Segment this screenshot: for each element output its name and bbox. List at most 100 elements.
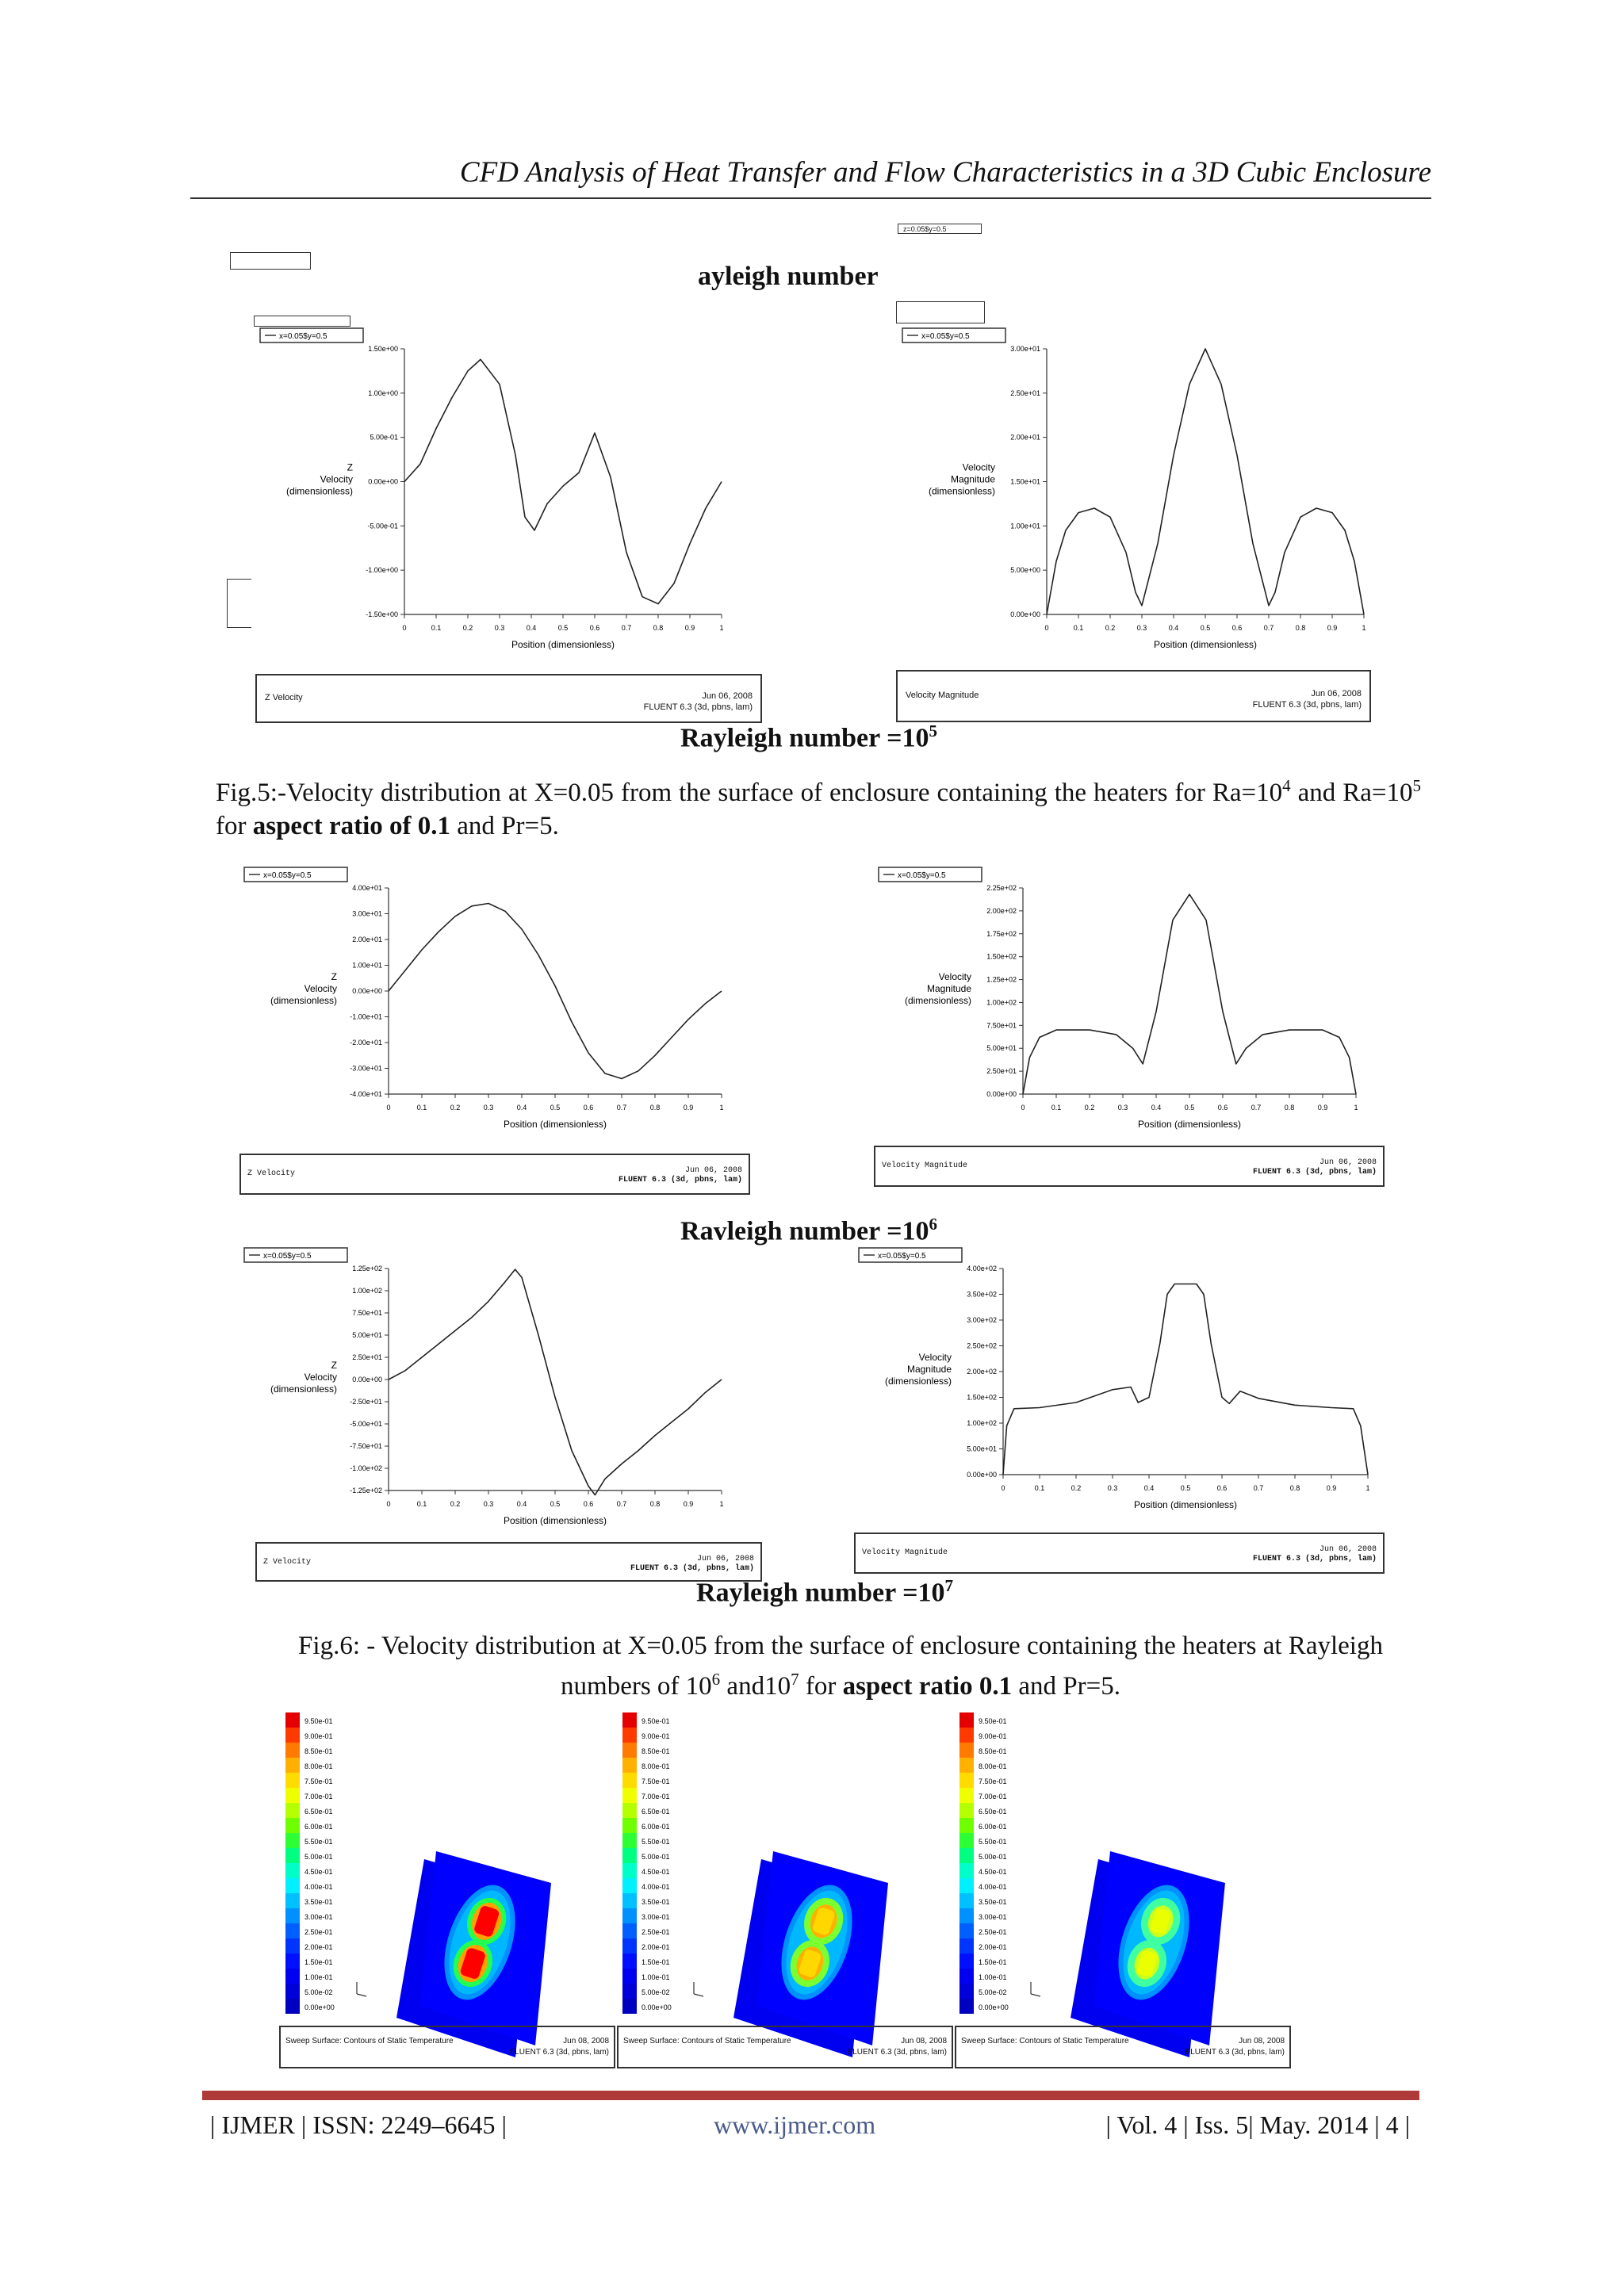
scale-swatch [622,1878,637,1893]
footer-center[interactable]: www.ijmer.com [714,2110,876,2139]
scale-label: 5.00e-02 [304,1988,333,1996]
x-tick-label: 0.3 [1137,624,1147,632]
scale-label: 2.00e-01 [642,1943,670,1951]
scale-label: 3.50e-01 [304,1898,333,1906]
x-tick-label: 0.7 [1251,1104,1262,1112]
scale-swatch [959,1969,974,1984]
scale-label: 6.00e-01 [979,1823,1007,1831]
scale-swatch [959,1938,974,1954]
scale-swatch [622,1999,637,2014]
scale-swatch [959,1923,974,1938]
scale-swatch [285,1863,300,1878]
x-tick-label: 0.3 [1118,1104,1128,1112]
y-tick-label: 0.00e+00 [967,1471,997,1479]
scale-label: 4.50e-01 [642,1868,670,1876]
fig5-left-infobox: Z Velocity Jun 06, 2008 FLUENT 6.3 (3d, … [255,674,762,723]
legend-label: x=0.05$y=0.5 [898,871,946,880]
y-tick-label: 2.00e+01 [1010,434,1040,442]
y-tick-label: 2.00e+01 [352,936,382,943]
scale-swatch [959,1893,974,1908]
color-scale: 9.50e-01 9.00e-01 8.50e-01 8.00e-01 7.50e-01… [285,1712,335,2014]
y-tick-label: 4.00e+02 [967,1265,997,1272]
y-tick-label: 1.50e+02 [986,953,1017,961]
y-tick-label: 7.50e+01 [352,1309,382,1317]
scale-label: 9.00e-01 [979,1732,1007,1740]
scale-swatch [285,1938,300,1954]
scale-label: 3.50e-01 [979,1898,1007,1906]
overlay-legend: z=0.05$y=0.5 [898,224,982,234]
y-tick-label: 7.50e+01 [986,1021,1017,1029]
scale-swatch [959,1848,974,1863]
scale-label: 0.00e+00 [642,2003,672,2011]
scale-swatch [285,1773,300,1788]
scale-swatch [285,1788,300,1803]
scale-label: 2.00e-01 [304,1943,333,1951]
y-tick-label: -1.00e+00 [366,566,398,574]
y-tick-label: 1.50e+02 [967,1394,997,1402]
fig5-left-chart: x=0.05$y=0.5 1.50e+00 1.00e+00 5.00e-01 0.00… [259,327,724,650]
legend-label: x=0.05$y=0.5 [921,332,970,341]
y-tick-label: 3.00e+02 [967,1316,997,1324]
scale-label: 1.00e-01 [304,1973,333,1981]
scale-swatch [622,1938,637,1954]
contour-infobox-2: Sweep Surface: Contours of Static Temper… [617,2026,953,2068]
scale-label: 6.00e-01 [304,1823,333,1831]
scale-label: 5.00e-01 [304,1853,333,1861]
scale-label: 1.00e-01 [642,1973,670,1981]
y-tick-label: 1.50e+00 [368,345,398,353]
fig6-caption: Fig.6: - Velocity distribution at X=0.05… [298,1632,1383,1701]
scale-swatch [959,1773,974,1788]
x-tick-label: 0.6 [1218,1104,1228,1112]
x-tick-label: 0.1 [1074,624,1084,632]
y-tick-label: 3.00e+01 [1010,345,1040,353]
y-axis-label: (dimensionless) [270,1383,337,1395]
scale-swatch [959,1863,974,1878]
legend: x=0.05$y=0.5 [243,867,348,882]
y-tick-label: -5.00e+01 [350,1420,382,1428]
x-tick-label: 0.1 [431,624,442,632]
legend-label: x=0.05$y=0.5 [878,1252,926,1261]
x-tick-label: 0.8 [650,1500,661,1508]
x-tick-label: 0.7 [1264,624,1274,632]
scale-swatch [622,1984,637,1999]
y-tick-label: 0.00e+00 [352,987,382,995]
scale-label: 5.00e-01 [979,1853,1007,1861]
scale-swatch [285,1833,300,1848]
ra6-left-infobox: Z Velocity Jun 06, 2008 FLUENT 6.3 (3d, … [239,1154,750,1195]
fig5-rayleigh-label: Rayleigh number =105 [680,721,937,753]
header-title: CFD Analysis of Heat Transfer and Flow C… [459,156,1431,189]
x-axis-label: Position (dimensionless) [511,639,615,650]
scale-swatch [959,1954,974,1969]
scale-swatch [959,1788,974,1803]
x-tick-label: 0.4 [527,624,537,632]
color-scale: 9.50e-01 9.00e-01 8.50e-01 8.00e-01 7.50e-01… [622,1712,672,2014]
scale-label: 3.00e-01 [642,1913,670,1921]
x-tick-label: 0.5 [1201,624,1211,632]
x-tick-label: 0.2 [1071,1484,1082,1492]
scale-swatch [285,1878,300,1893]
legend-label: x=0.05$y=0.5 [279,332,327,341]
scale-label: 8.00e-01 [979,1762,1007,1770]
y-tick-label: -1.25e+02 [350,1487,382,1494]
scale-swatch [959,1878,974,1893]
scale-label: 6.50e-01 [304,1808,333,1816]
infobox-title: Velocity Magnitude [906,691,979,700]
scale-swatch [285,1923,300,1938]
infobox-solver: FLUENT 6.3 (3d, pbns, lam) [1252,700,1362,710]
y-tick-label: -1.00e+02 [350,1464,382,1472]
y-tick-label: -7.50e+01 [350,1442,382,1450]
ra6-right-chart: x=0.05$y=0.5 2.25e+02 2.00e+02 1.75e+02 1.50… [878,867,1358,1130]
x-tick-label: 1 [719,1104,723,1112]
x-tick-label: 0.9 [1327,624,1338,632]
scale-swatch [622,1803,637,1818]
y-tick-label: 2.00e+02 [986,907,1017,915]
scale-swatch [285,1818,300,1833]
y-tick-label: 5.00e-01 [370,434,398,442]
y-tick-label: -1.00e+01 [350,1013,382,1021]
scale-label: 5.50e-01 [642,1838,670,1846]
y-tick-label: -5.00e-01 [367,522,398,530]
legend: x=0.05$y=0.5 [243,1247,348,1263]
x-tick-label: 0.6 [584,1104,594,1112]
y-tick-label: 1.00e+02 [986,998,1017,1006]
x-tick-label: 0.9 [685,624,695,632]
